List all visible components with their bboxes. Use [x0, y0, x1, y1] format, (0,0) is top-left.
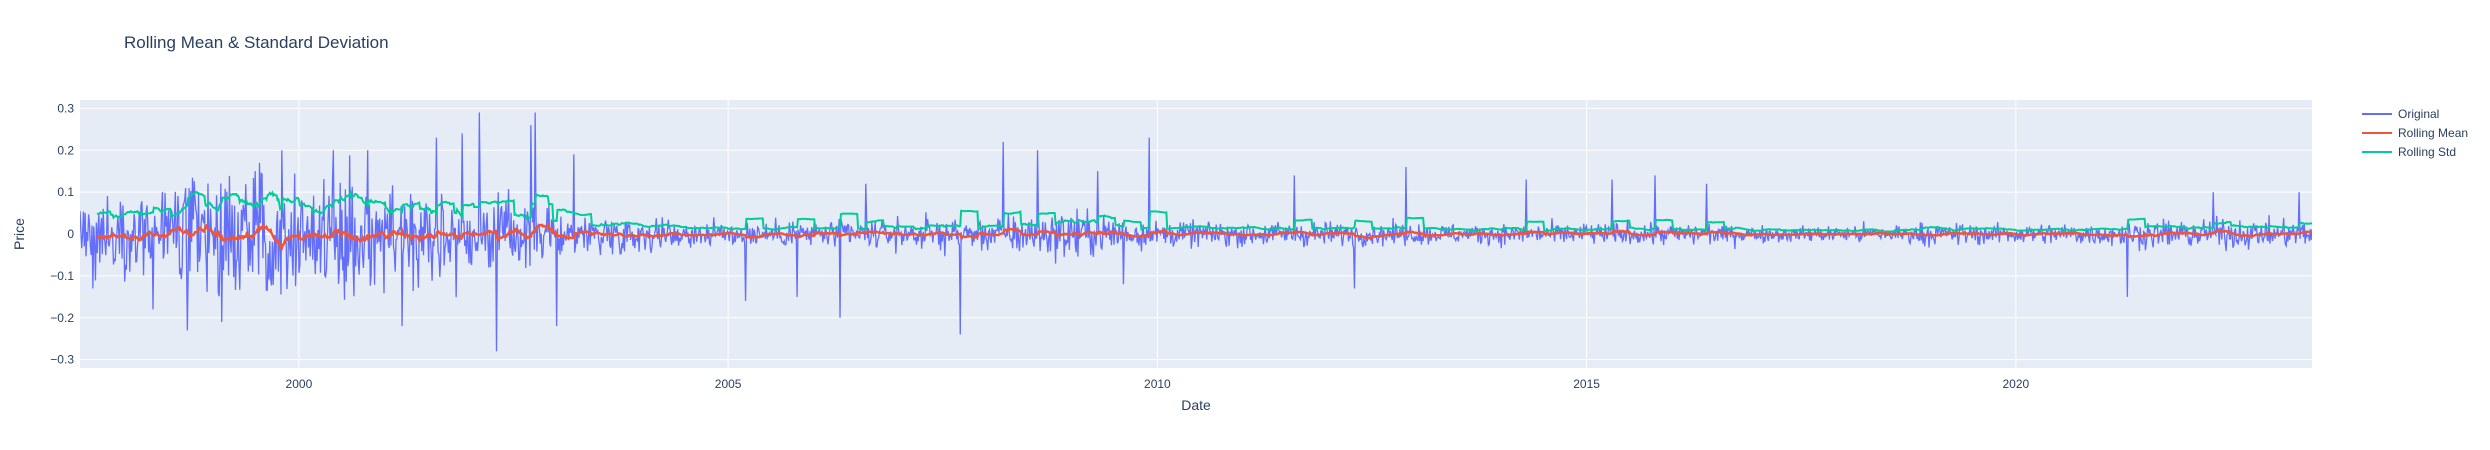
y-axis-label: Price [11, 218, 27, 250]
legend-label: Rolling Std [2398, 145, 2456, 159]
y-tick-label: −0.3 [50, 353, 74, 367]
legend-label: Original [2398, 107, 2439, 121]
chart-title: Rolling Mean & Standard Deviation [124, 33, 389, 52]
y-axis-ticks: −0.3 −0.2 −0.1 0 0.1 0.2 0.3 [50, 101, 74, 366]
plot-area [80, 112, 2312, 352]
x-tick-label: 2015 [1573, 377, 1600, 391]
legend-item[interactable]: Rolling Std [2362, 145, 2456, 159]
series-rolling-mean-line [96, 222, 2312, 253]
x-tick-label: 2000 [286, 377, 313, 391]
x-axis-ticks: 2000 2005 2010 2015 2020 [286, 377, 2030, 391]
y-tick-label: 0 [67, 227, 74, 241]
x-tick-label: 2005 [715, 377, 742, 391]
y-tick-label: 0.1 [57, 185, 74, 199]
series-rolling-std-line [96, 188, 2312, 233]
legend-label: Rolling Mean [2398, 126, 2468, 140]
y-tick-label: 0.3 [57, 101, 74, 115]
y-tick-label: 0.2 [57, 143, 74, 157]
y-tick-label: −0.1 [50, 269, 74, 283]
x-tick-label: 2010 [1144, 377, 1171, 391]
legend-item[interactable]: Rolling Mean [2362, 126, 2468, 140]
legend[interactable]: Original Rolling Mean Rolling Std [2362, 107, 2468, 159]
series-original-line [80, 112, 2312, 352]
y-tick-label: −0.2 [50, 311, 74, 325]
x-tick-label: 2020 [2002, 377, 2029, 391]
legend-item[interactable]: Original [2362, 107, 2439, 121]
x-axis-label: Date [1181, 397, 1211, 413]
